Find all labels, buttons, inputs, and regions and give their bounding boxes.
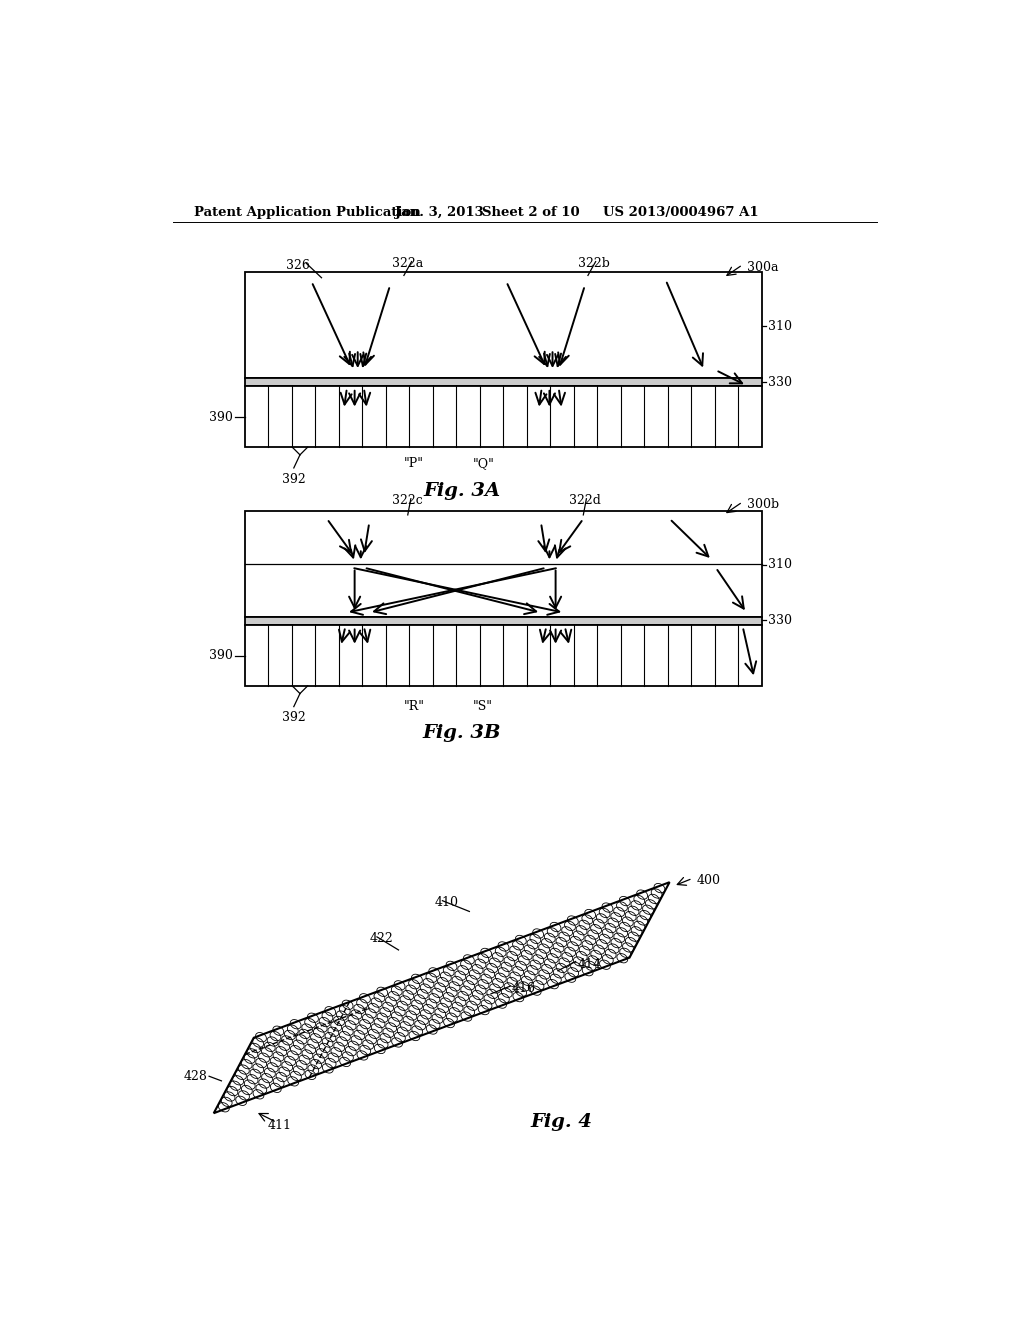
- Text: 300b: 300b: [746, 498, 778, 511]
- Text: 400: 400: [696, 875, 721, 887]
- Text: US 2013/0004967 A1: US 2013/0004967 A1: [603, 206, 759, 219]
- Text: "R": "R": [403, 700, 424, 713]
- Text: Sheet 2 of 10: Sheet 2 of 10: [481, 206, 580, 219]
- Text: 310: 310: [768, 558, 793, 572]
- Text: 392: 392: [282, 711, 306, 725]
- Text: 392: 392: [282, 473, 306, 486]
- Text: Jan. 3, 2013: Jan. 3, 2013: [394, 206, 483, 219]
- Text: 411: 411: [267, 1119, 292, 1133]
- Text: 416: 416: [512, 982, 536, 995]
- Text: 428: 428: [183, 1069, 208, 1082]
- Text: 322b: 322b: [579, 257, 610, 271]
- Bar: [245, 387, 762, 447]
- Text: 326: 326: [287, 259, 310, 272]
- Text: Fig. 4: Fig. 4: [530, 1113, 593, 1131]
- Text: 390: 390: [209, 411, 233, 424]
- Bar: [245, 272, 762, 378]
- Text: "S": "S": [473, 700, 494, 713]
- Text: 322a: 322a: [392, 257, 423, 271]
- Bar: [245, 378, 762, 387]
- Text: 330: 330: [768, 376, 793, 389]
- Text: Fig. 3A: Fig. 3A: [423, 482, 500, 500]
- Text: 300a: 300a: [746, 261, 778, 273]
- Bar: [245, 511, 762, 616]
- Text: "P": "P": [403, 457, 424, 470]
- Polygon shape: [214, 882, 670, 1113]
- Text: "Q": "Q": [472, 457, 495, 470]
- Text: 310: 310: [768, 319, 793, 333]
- Text: 414: 414: [578, 958, 601, 970]
- Bar: [245, 616, 762, 626]
- Bar: [245, 626, 762, 686]
- Text: 390: 390: [209, 649, 233, 663]
- Text: 322d: 322d: [569, 494, 601, 507]
- Text: Fig. 3B: Fig. 3B: [423, 725, 501, 742]
- Text: 422: 422: [370, 932, 393, 945]
- Text: 322c: 322c: [392, 494, 423, 507]
- Text: 330: 330: [768, 614, 793, 627]
- Text: 410: 410: [435, 896, 459, 909]
- Text: Patent Application Publication: Patent Application Publication: [194, 206, 421, 219]
